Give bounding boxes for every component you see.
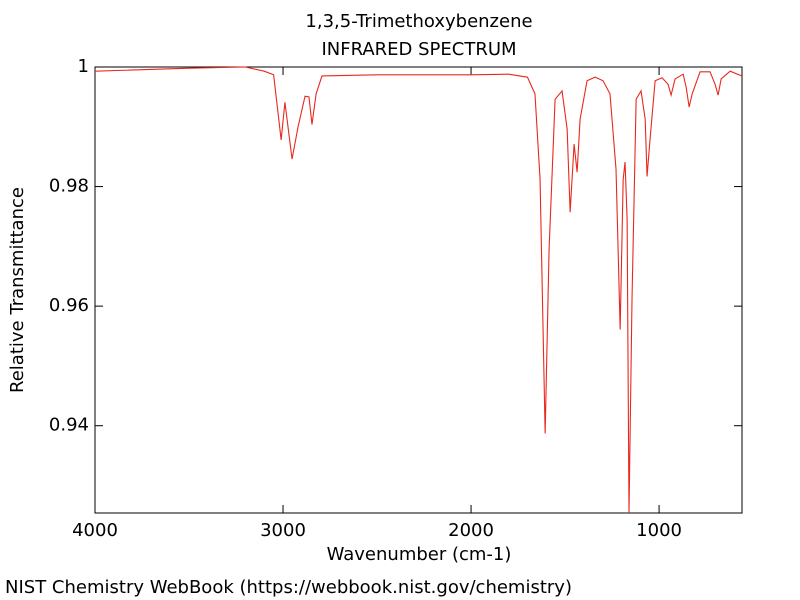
y-tick-label: 0.98 [49, 176, 89, 197]
x-tick-label: 3000 [260, 520, 306, 541]
y-tick-label: 1 [78, 56, 89, 77]
y-tick-label: 0.96 [49, 295, 89, 316]
x-tick-label: 2000 [448, 520, 494, 541]
x-tick-label: 1000 [636, 520, 682, 541]
y-tick-label: 0.94 [49, 415, 89, 436]
plot-frame [94, 66, 743, 514]
chart-subtitle: INFRARED SPECTRUM [321, 39, 516, 60]
x-axis-label: Wavenumber (cm-1) [327, 544, 512, 565]
y-axis-label: Relative Transmittance [7, 187, 28, 393]
footer: NIST Chemistry WebBook (https://webbook.… [5, 577, 572, 598]
chart-title: 1,3,5-Trimethoxybenzene [305, 11, 532, 32]
x-tick-label: 4000 [72, 520, 118, 541]
spectrum-line [94, 66, 743, 514]
